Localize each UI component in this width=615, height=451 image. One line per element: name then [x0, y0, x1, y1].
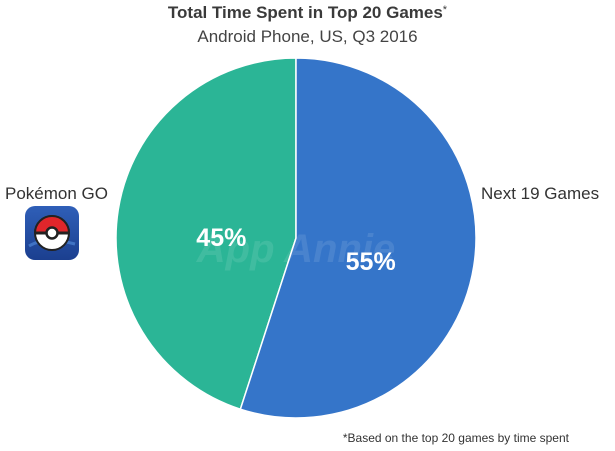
- slice-value-next-19-games: 55%: [346, 248, 396, 276]
- chart-title: Total Time Spent in Top 20 Games*: [0, 3, 615, 23]
- pokeball-icon: [25, 206, 79, 260]
- watermark: App Annie: [196, 227, 396, 271]
- slice-value-pokemon-go: 45%: [196, 224, 246, 252]
- title-asterisk: *: [442, 4, 448, 16]
- chart-title-text: Total Time Spent in Top 20 Games: [167, 3, 443, 22]
- pie-slice-next-19-games: [239, 57, 477, 419]
- footnote: *Based on the top 20 games by time spent: [342, 431, 569, 445]
- slice-label-pokemon-go: Pokémon GO: [5, 184, 108, 203]
- pie-slice-pokemon-go: [115, 57, 297, 411]
- chart-subtitle: Android Phone, US, Q3 2016: [197, 27, 418, 46]
- slice-label-next-19-games: Next 19 Games: [481, 184, 600, 203]
